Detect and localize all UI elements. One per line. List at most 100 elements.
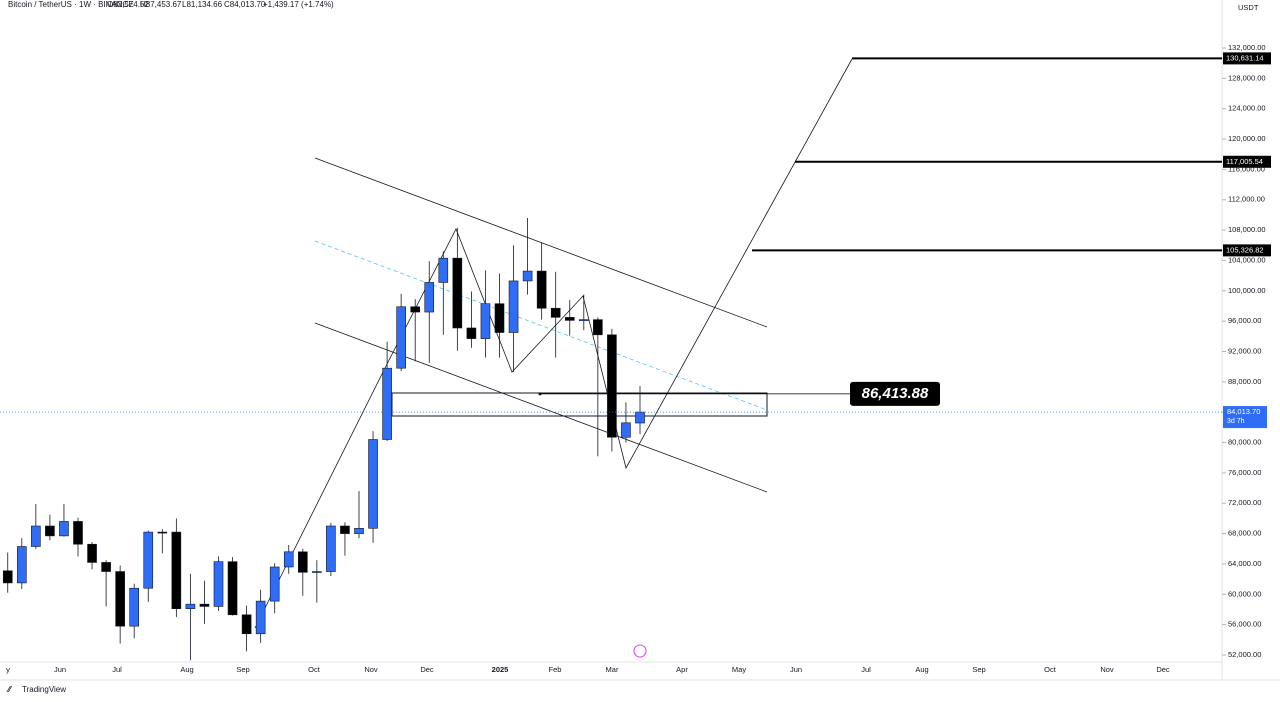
y-tick-label: 96,000.00 [1228,316,1261,325]
candle-body [213,561,224,607]
level-badge [1223,155,1271,168]
candle-body [368,439,378,529]
level-badge [1223,52,1271,65]
candle-body [143,531,154,589]
candle-body [621,422,631,438]
y-tick-label: 52,000.00 [1228,650,1261,659]
y-tick-label: 112,000.00 [1228,195,1265,204]
currency: USDT [1238,3,1259,12]
ohlc-value: L81,134.66 [182,0,223,9]
channel-mid [314,240,768,411]
ohlc-value: O82,574.52 [107,0,149,9]
candle-body [255,600,266,635]
candle-body [185,603,196,610]
candle-body [494,303,505,333]
y-tick-label: 100,000.00 [1228,286,1266,295]
channel-upper [314,157,768,328]
candle-body [578,319,589,321]
candle-body [635,411,645,424]
candle-body [269,566,280,602]
candle-body [87,543,97,563]
ohlc-value: C84,013.70 [224,0,266,9]
candle-body [466,327,477,339]
x-tick-label: Nov [1100,665,1114,674]
candle-body [45,525,55,537]
x-tick-label: Sep [972,665,985,674]
annotation-box [850,381,940,406]
countdown-label: 3d 7h [1227,418,1245,425]
candle-body [452,257,463,329]
level-label: 105,326.82 [1226,245,1264,254]
last-price-label: 84,013.70 [1227,407,1260,416]
x-tick-label: 2025 [492,665,509,674]
symbol: Bitcoin / TetherUS · 1W · BINANCE [8,0,134,9]
x-tick-label: Jun [54,665,66,674]
zone-box [391,392,768,417]
header: Bitcoin / TetherUS · 1W · BINANCE O82,57… [8,0,334,9]
x-tick-label: Apr [676,665,688,674]
y-tick-label: 132,000.00 [1228,43,1266,52]
x-tick-label: Jul [112,665,122,674]
x-tick-label: Oct [308,665,321,674]
ohlc-value: H87,453.67 [140,0,182,9]
x-tick-label: Jul [861,665,871,674]
candle-body [354,527,364,534]
x-tick-label: Sep [236,665,249,674]
candle-body [31,525,41,547]
y-tick-label: 56,000.00 [1228,620,1261,629]
x-tick-label: Aug [180,665,193,674]
x-tick-label: Aug [915,665,928,674]
candle-body [73,521,83,545]
x-tick-label: Mar [606,665,619,674]
candle-body [382,367,392,440]
candle-body [522,270,533,282]
x-tick-label: Dec [420,665,434,674]
candle-body [171,531,182,610]
last-price-badge [1223,406,1267,429]
logo-mark: ⁄⁄ [6,685,12,694]
x-tick-label: May [732,665,746,674]
candle-body [241,614,252,635]
candle-body [16,546,27,584]
y-tick-label: 76,000.00 [1228,468,1261,477]
y-tick-label: 104,000.00 [1228,255,1266,264]
candle-body [283,551,294,568]
candle-body [593,319,603,336]
annotation-label: 86,413.88 [862,385,929,402]
y-tick-label: 120,000.00 [1228,134,1266,143]
candle-body [508,280,519,333]
candle-body [2,570,13,584]
y-tick-label: 108,000.00 [1228,225,1266,234]
candle-body [424,282,435,313]
y-tick-label: 72,000.00 [1228,498,1261,507]
y-tick-label: 80,000.00 [1228,438,1261,447]
level-label: 117,005.54 [1226,157,1263,166]
candle-body [564,317,575,321]
candle-body [297,551,308,573]
lightning-icon[interactable] [633,644,647,658]
y-tick-label: 124,000.00 [1228,104,1266,113]
candle-body [312,571,322,573]
candle-body [326,525,336,572]
candle-body [536,270,547,309]
y-tick-label: 88,000.00 [1228,377,1261,386]
y-tick-label: 64,000.00 [1228,559,1261,568]
x-tick-label: Dec [1156,665,1170,674]
candle-body [129,587,139,627]
y-tick-label: 128,000.00 [1228,73,1266,82]
y-tick-label: 92,000.00 [1228,346,1261,355]
y-tick-label: 60,000.00 [1228,589,1261,598]
x-tick-label: Oct [1044,665,1057,674]
y-tick-label: 68,000.00 [1228,529,1261,538]
logo: ⁄⁄ TradingView [6,685,66,694]
channel-lower [314,322,768,493]
level-label: 130,631.14 [1226,53,1264,62]
candle-body [59,521,69,537]
candle-body [199,603,210,607]
level-badge [1223,244,1271,257]
candle-body [438,257,449,283]
ohlc-value: +1,439.17 (+1.74%) [263,0,334,9]
candle-body [396,306,406,369]
